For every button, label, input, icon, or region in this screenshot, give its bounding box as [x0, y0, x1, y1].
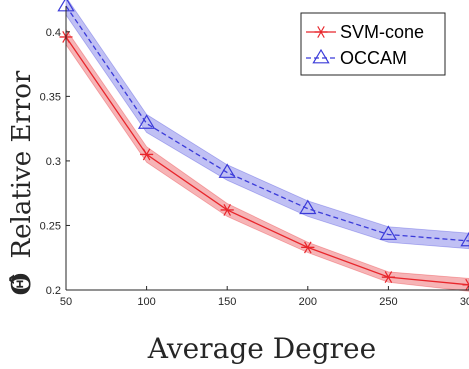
- y-axis-title-group: Θ̂ Relative Error: [7, 70, 37, 295]
- x-tick-label: 200: [299, 296, 317, 308]
- legend-entry-occam: OCCAM: [306, 48, 407, 68]
- tick-labels: 0.2 0.25 0.3 0.35 0.4 50 100 150 200 250 300: [40, 27, 469, 308]
- y-axis-symbol: Θ̂: [7, 273, 37, 296]
- legend-marker-occam: [312, 48, 330, 64]
- point-svm-cone-250: [381, 271, 395, 284]
- band-svm-cone: [65, 27, 469, 292]
- y-tick-label: 0.2: [46, 285, 61, 297]
- point-svm-cone-100: [140, 148, 154, 161]
- series-markers: [57, 0, 469, 291]
- point-occam-100: [137, 114, 156, 129]
- y-axis-title: Relative Error: [7, 70, 37, 258]
- legend-label-occam: OCCAM: [340, 48, 407, 68]
- svg-text:Θ̂ Relative Error: Θ̂ Relative Error: [7, 70, 37, 295]
- x-tick-label: 250: [379, 296, 397, 308]
- x-tick-label: 50: [60, 296, 72, 308]
- point-svm-cone-300: [462, 278, 469, 291]
- legend-symbol-svm-cone: [314, 26, 328, 38]
- axes: [65, 6, 469, 291]
- legend-symbol-occam: [312, 48, 330, 64]
- point-occam-300: [460, 231, 469, 247]
- x-tick-label: 300: [460, 296, 469, 308]
- y-tick-label: 0.3: [46, 156, 61, 168]
- legend: SVM-cone OCCAM: [300, 12, 446, 76]
- point-occam-200: [299, 199, 317, 215]
- y-tick-label: 0.4: [46, 27, 61, 39]
- y-tick-label: 0.25: [40, 220, 61, 232]
- legend-box: [300, 12, 446, 76]
- x-tick-label: 100: [137, 296, 155, 308]
- point-svm-cone-200: [301, 241, 315, 254]
- series-lines: [65, 5, 469, 286]
- legend-label-svm-cone: SVM-cone: [340, 22, 424, 42]
- point-occam-250: [379, 225, 398, 240]
- line-svm-cone: [65, 36, 469, 286]
- y-tick-label: 0.35: [40, 91, 61, 103]
- legend-marker-svm-cone: [314, 26, 328, 38]
- point-svm-cone-150: [220, 204, 234, 216]
- x-axis-title: Average Degree: [147, 332, 376, 365]
- legend-entry-svm-cone: SVM-cone: [306, 22, 424, 42]
- point-occam-150: [218, 163, 236, 178]
- x-tick-label: 150: [218, 296, 236, 308]
- line-occam: [65, 5, 469, 242]
